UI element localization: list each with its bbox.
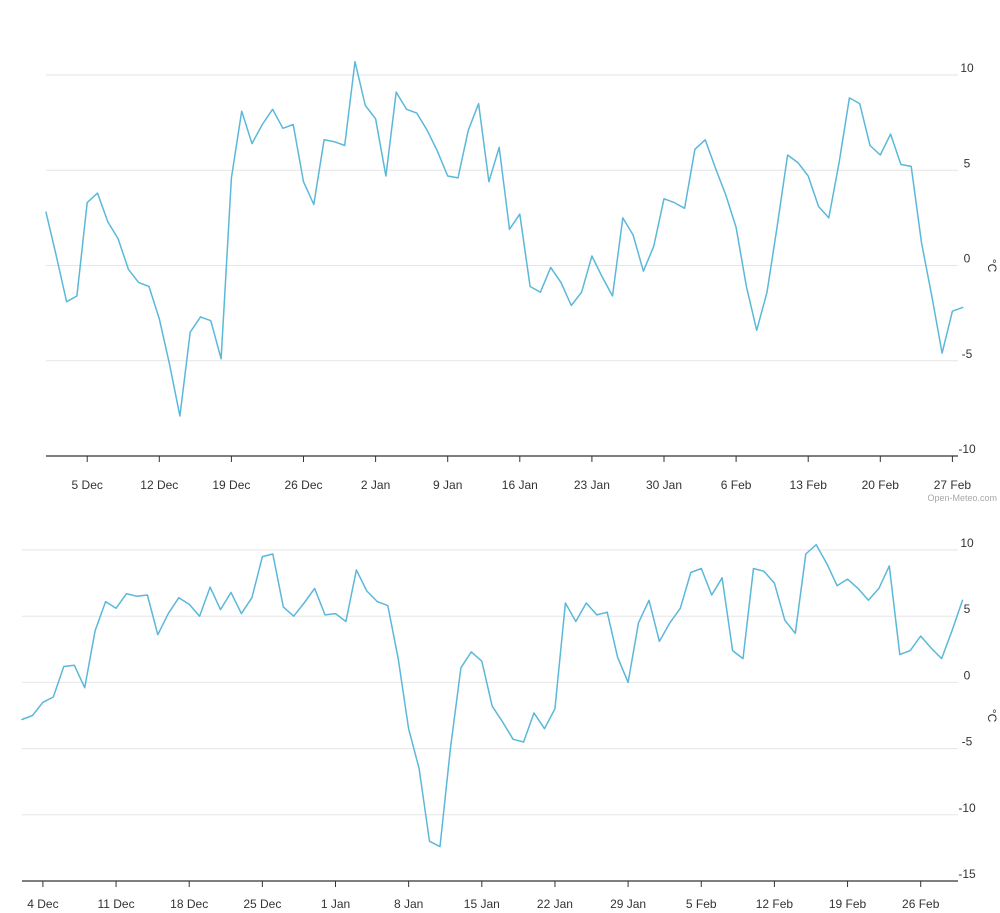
chart-1-xtick-label-12: 27 Feb — [934, 478, 972, 492]
chart-2-xtick-label-7: 22 Jan — [537, 897, 573, 911]
chart-2-xtick-label-6: 15 Jan — [464, 897, 500, 911]
chart-2-xtick-label-10: 12 Feb — [756, 897, 794, 911]
chart-2-xtick-label-2: 18 Dec — [170, 897, 208, 911]
chart-1-xtick-label-10: 13 Feb — [790, 478, 828, 492]
chart-2-ytick-label-0: -15 — [958, 867, 976, 881]
chart-2-xtick-label-0: 4 Dec — [27, 897, 58, 911]
chart-2-xtick-label-11: 19 Feb — [829, 897, 867, 911]
chart-2-xtick-label-4: 1 Jan — [321, 897, 350, 911]
chart-2-series-line-0 — [21, 543, 964, 848]
chart-2-ytick-label-2: -5 — [962, 735, 973, 749]
chart-1: -10 -5 0 5 10 °C 5 Dec 12 Dec 19 Dec 26 Dec 2 Jan 9… — [45, 60, 999, 492]
chart-1-xtick-label-2: 19 Dec — [212, 478, 250, 492]
chart-1-ytick-label-2: 0 — [964, 252, 971, 266]
chart-2-ytick-label-3: 0 — [964, 668, 971, 682]
chart-2-unit-label: °C — [985, 709, 999, 723]
chart-1-xtick-label-3: 26 Dec — [284, 478, 322, 492]
chart-2-xtick-label-5: 8 Jan — [394, 897, 423, 911]
chart-2-xtick-label-3: 25 Dec — [243, 897, 281, 911]
chart-1-xtick-label-8: 30 Jan — [646, 478, 682, 492]
chart-1-ytick-label-0: -10 — [958, 442, 976, 456]
chart-1-xtick-label-11: 20 Feb — [862, 478, 900, 492]
chart-1-ytick-label-3: 5 — [964, 156, 971, 170]
chart-1-ytick-label-4: 10 — [960, 61, 974, 75]
chart-1-ytick-label-1: -5 — [962, 347, 973, 361]
chart-2-xtick-label-9: 5 Feb — [686, 897, 717, 911]
chart-1-xtick-label-0: 5 Dec — [72, 478, 103, 492]
credit-text[interactable]: Open-Meteo.com — [927, 493, 997, 503]
chart-1-xtick-label-6: 16 Jan — [502, 478, 538, 492]
chart-2-xtick-label-12: 26 Feb — [902, 897, 940, 911]
chart-1-xtick-label-1: 12 Dec — [140, 478, 178, 492]
chart-1-series-line-0 — [45, 60, 964, 417]
chart-1-xtick-label-4: 2 Jan — [361, 478, 390, 492]
chart-1-xtick-label-5: 9 Jan — [433, 478, 462, 492]
chart-2-ytick-label-5: 10 — [960, 536, 974, 550]
chart-2-xtick-label-1: 11 Dec — [97, 897, 134, 911]
chart-2: -15 -10 -5 0 5 10 °C 4 Dec 11 Dec 18 Dec 25 Dec 1 J… — [21, 536, 999, 911]
chart-1-xtick-label-9: 6 Feb — [721, 478, 752, 492]
chart-1-xtick-label-7: 23 Jan — [574, 478, 610, 492]
chart-2-ytick-label-1: -10 — [958, 801, 976, 815]
chart-2-ytick-label-4: 5 — [964, 602, 971, 616]
chart-1-unit-label: °C — [985, 259, 999, 273]
chart-2-xtick-label-8: 29 Jan — [610, 897, 646, 911]
